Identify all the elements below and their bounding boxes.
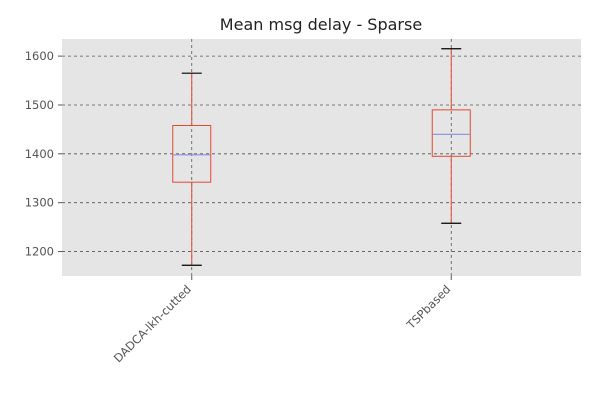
box-TSPbased — [431, 48, 471, 224]
box-series — [172, 48, 471, 266]
y-tick-label: 1300 — [25, 196, 54, 210]
x-tick-label: TSPbased — [403, 282, 453, 332]
box-body — [172, 124, 212, 183]
y-axis: 1200 1300 1400 1500 1600 — [25, 49, 62, 259]
x-axis: DADCA-lkh-cutted TSPbased — [111, 276, 453, 365]
chart-title: Mean msg delay - Sparse — [220, 15, 422, 34]
box-DADCA-lkh-cutted — [172, 72, 212, 266]
y-tick-label: 1600 — [25, 49, 54, 63]
y-tick-label: 1400 — [25, 147, 54, 161]
plot-area — [62, 39, 581, 276]
gridlines — [62, 39, 581, 276]
x-tick-label: DADCA-lkh-cutted — [111, 282, 194, 365]
y-tick-label: 1200 — [25, 245, 54, 259]
y-tick-label: 1500 — [25, 98, 54, 112]
box-body — [431, 109, 471, 157]
